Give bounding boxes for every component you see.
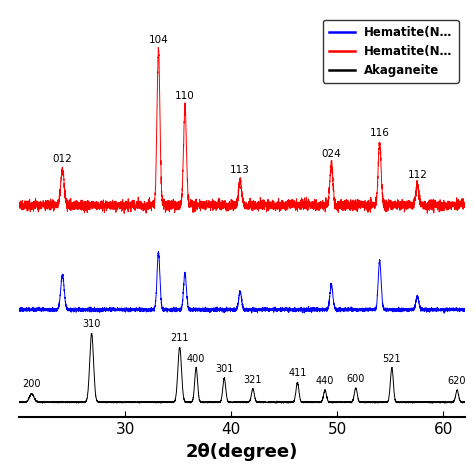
- Text: 211: 211: [171, 333, 189, 343]
- Text: 440: 440: [316, 376, 334, 386]
- Text: 200: 200: [22, 379, 41, 389]
- Text: 600: 600: [346, 374, 365, 383]
- Text: 112: 112: [407, 170, 427, 180]
- Text: 620: 620: [448, 376, 466, 386]
- Text: 400: 400: [187, 354, 205, 364]
- Text: 310: 310: [82, 319, 101, 329]
- Text: 110: 110: [175, 91, 195, 101]
- Text: 113: 113: [230, 165, 250, 175]
- Text: 521: 521: [383, 354, 401, 364]
- Legend: Hematite(N…, Hematite(N…, Akaganeite: Hematite(N…, Hematite(N…, Akaganeite: [323, 20, 459, 83]
- Text: 321: 321: [244, 375, 262, 385]
- Text: 116: 116: [370, 128, 390, 138]
- X-axis label: 2θ(degree): 2θ(degree): [185, 443, 298, 461]
- Text: 411: 411: [288, 368, 307, 378]
- Text: 012: 012: [53, 154, 73, 164]
- Text: 104: 104: [148, 35, 168, 45]
- Text: 301: 301: [215, 364, 233, 374]
- Text: 024: 024: [321, 149, 341, 159]
